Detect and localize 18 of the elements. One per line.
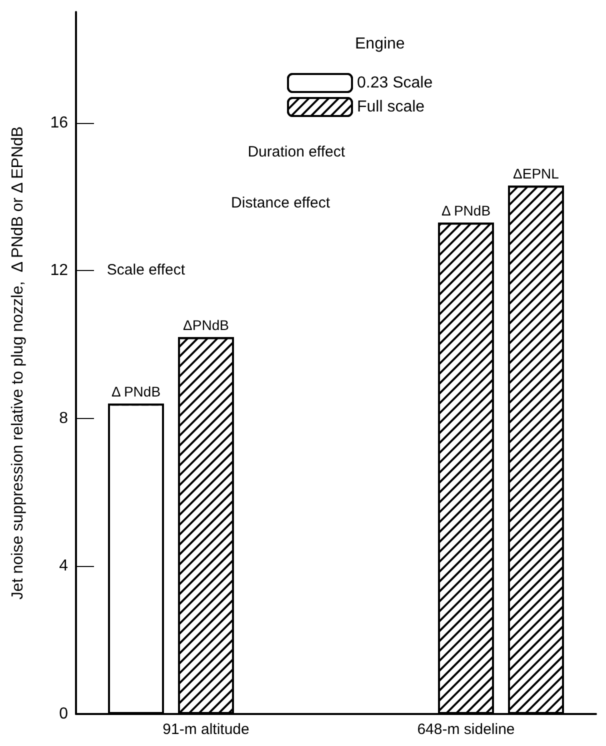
y-tick-label: 0 (59, 706, 68, 722)
legend-title: Engine (355, 36, 405, 52)
y-tick-label: 12 (50, 262, 68, 280)
x-tick-label: 648-m sideline (417, 721, 515, 738)
y-axis-title: Jet noise suppression relative to plug nozzle, Δ PNdB or Δ EPNdB (10, 126, 26, 600)
annotation: Distance effect (231, 194, 331, 212)
y-tick-label: 8 (59, 410, 68, 427)
annotation: Scale effect (106, 262, 186, 278)
x-tick-label: 91-m altitude (162, 721, 250, 738)
legend-label: Full scale (357, 98, 425, 116)
data-label: ΔPNdB (183, 317, 229, 334)
data-label: ΔEPNL (513, 166, 560, 182)
data-label: Δ PNdB (111, 384, 161, 400)
annotation: Duration effect (248, 144, 346, 160)
y-tick-label: 16 (50, 114, 68, 132)
data-label: Δ PNdB (441, 202, 491, 219)
legend-label: 0.23 Scale (357, 74, 433, 92)
y-tick-label: 4 (59, 558, 68, 575)
